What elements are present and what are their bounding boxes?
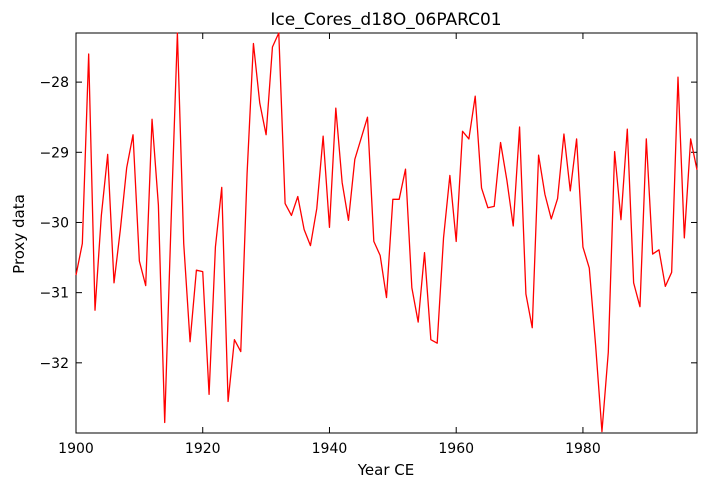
plot-frame: [75, 32, 698, 434]
y-tick-label: −31: [39, 286, 69, 302]
x-tick-label: 1980: [565, 441, 601, 457]
x-axis-label: Year CE: [357, 461, 414, 479]
x-tick-label: 1940: [312, 441, 348, 457]
x-tick-label: 1900: [58, 441, 94, 457]
y-tick-label: −28: [39, 75, 69, 91]
plot-area: [75, 32, 698, 434]
chart-title: Ice_Cores_d18O_06PARC01: [270, 10, 501, 30]
x-tick-label: 1960: [438, 441, 474, 457]
y-tick-label: −32: [39, 356, 69, 372]
y-tick-label: −29: [39, 145, 69, 161]
y-tick-label: −30: [39, 215, 69, 231]
data-series-line: [75, 32, 698, 433]
x-tick-label: 1920: [185, 441, 221, 457]
x-tick-labels: 1900 1920 1940 1960 1980: [58, 441, 601, 457]
y-tick-labels: −32 −31 −30 −29 −28: [39, 75, 69, 372]
y-axis-label: Proxy data: [10, 194, 28, 274]
